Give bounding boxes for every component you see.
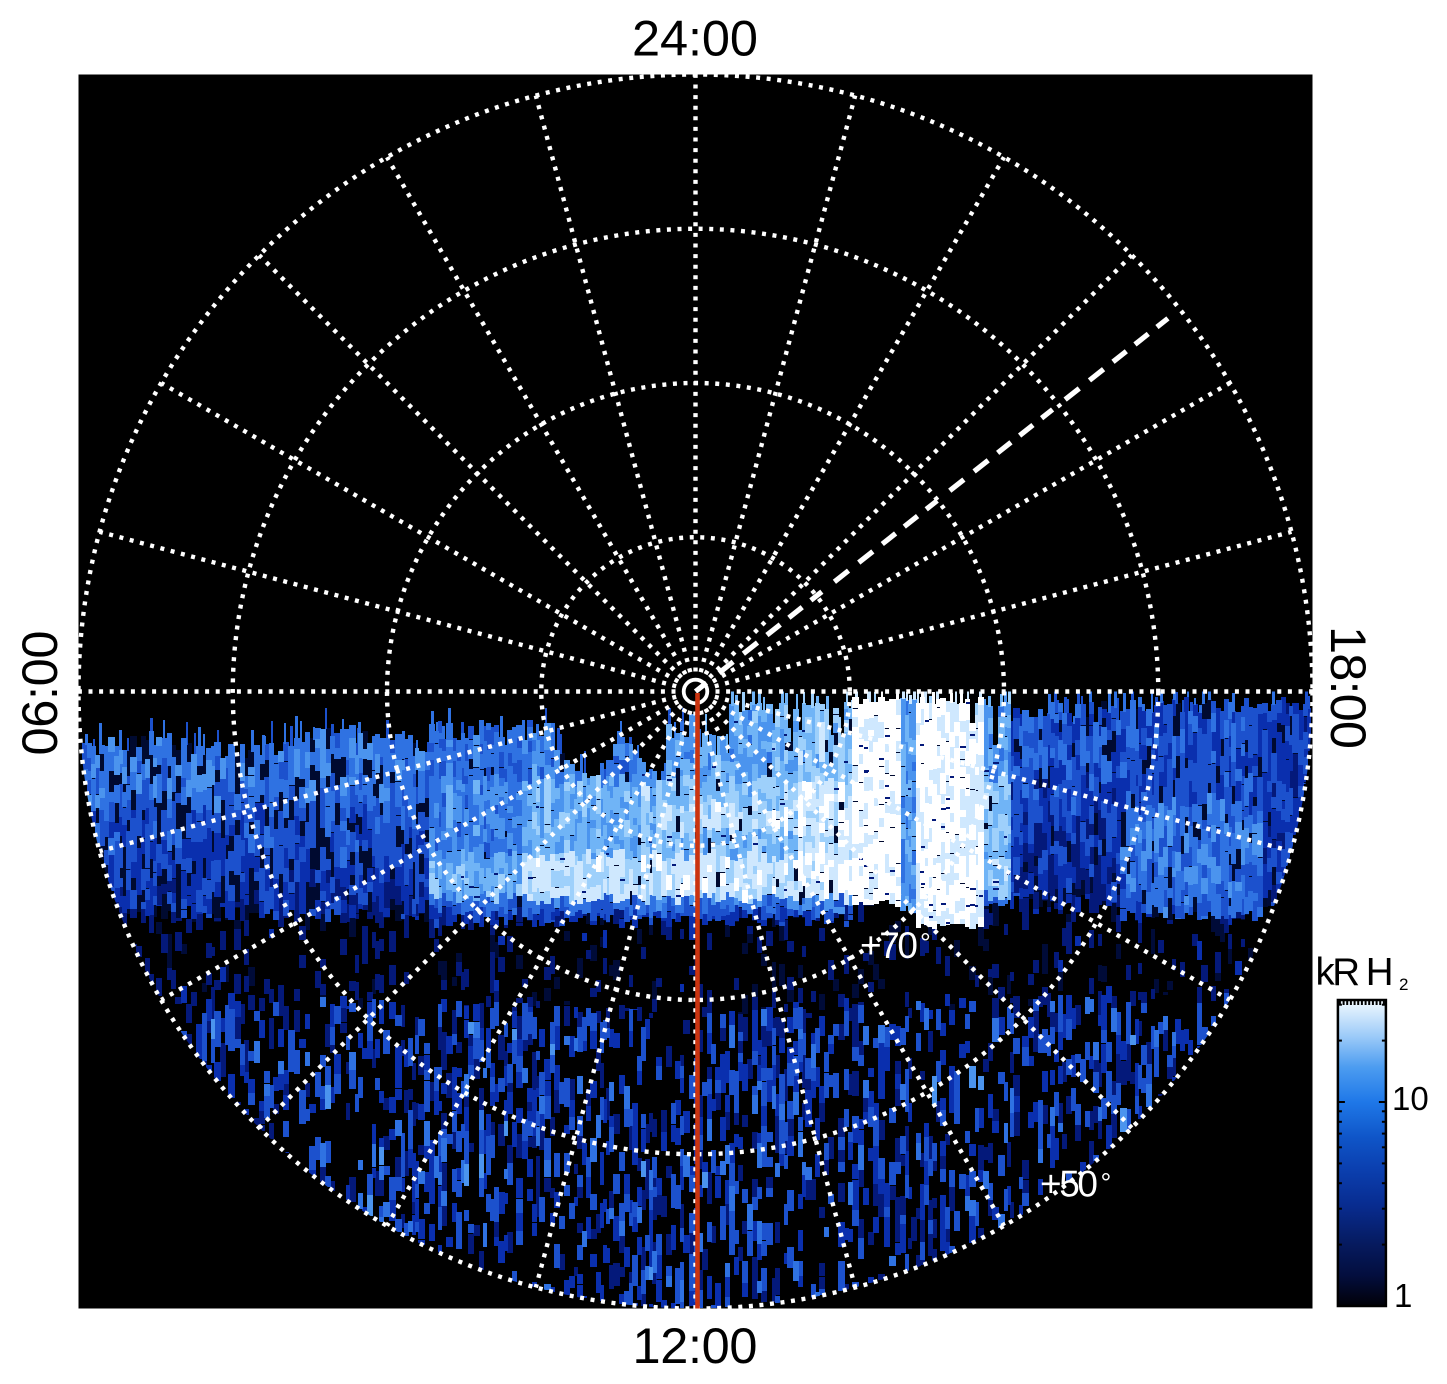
svg-text:kR H: kR H xyxy=(1316,951,1394,994)
svg-text:2: 2 xyxy=(1399,975,1408,994)
svg-text:24:00: 24:00 xyxy=(632,10,758,67)
svg-text:°: ° xyxy=(920,928,931,958)
svg-text:1: 1 xyxy=(1394,1277,1412,1314)
svg-text:12:00: 12:00 xyxy=(633,1317,758,1374)
svg-text:10: 10 xyxy=(1392,1080,1429,1117)
svg-text:06:00: 06:00 xyxy=(11,631,68,756)
svg-text:18:00: 18:00 xyxy=(1320,626,1377,749)
svg-text:+50: +50 xyxy=(1040,1164,1098,1205)
svg-text:+70: +70 xyxy=(860,925,918,966)
svg-text:°: ° xyxy=(1101,1168,1112,1198)
